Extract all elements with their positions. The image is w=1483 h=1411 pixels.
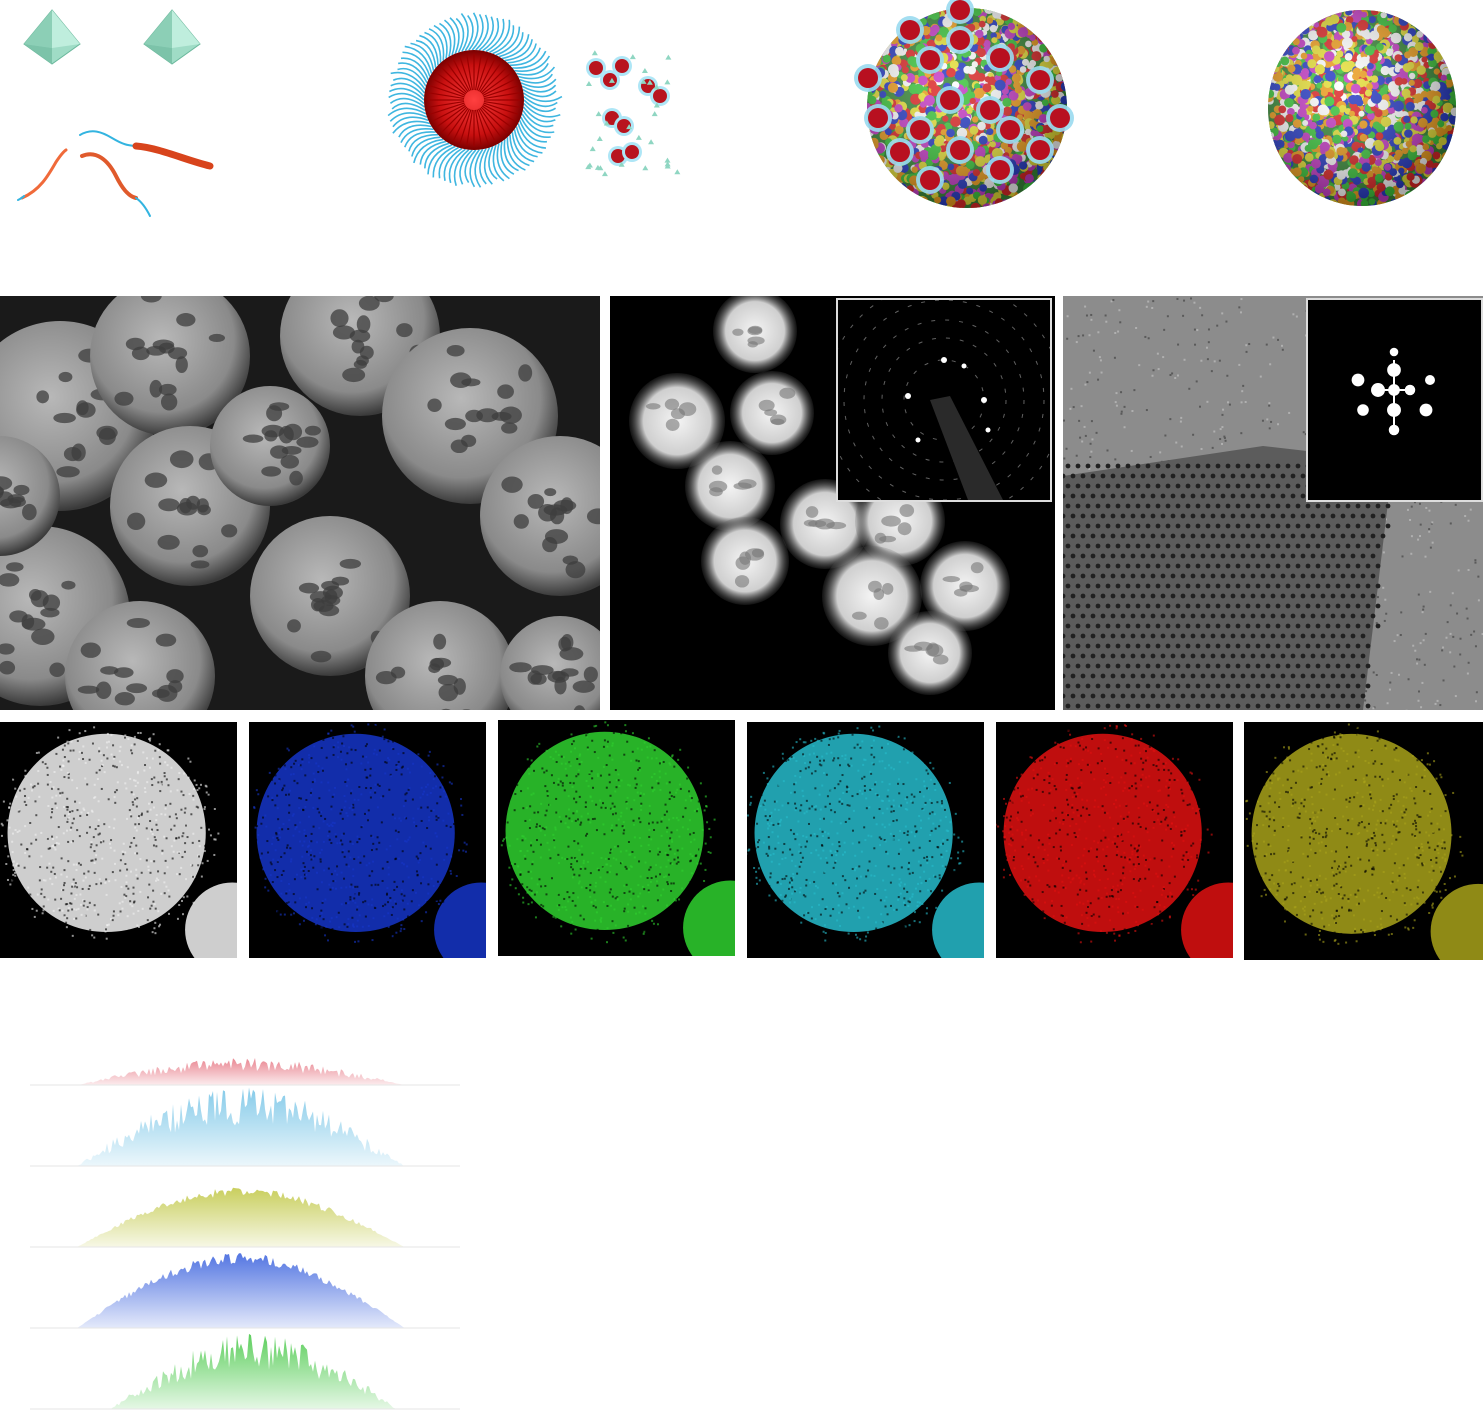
multicolor-atom-sphere-with-micelles — [854, 0, 1074, 208]
line-profile-2 — [35, 1087, 455, 1166]
spherical-micelle — [387, 12, 563, 188]
octahedron-crystal-2 — [143, 9, 201, 65]
octahedron-crystal-1 — [23, 9, 81, 65]
line-profile-4 — [35, 1253, 455, 1328]
line-profile-3 — [35, 1187, 455, 1247]
eds-map-haadf — [0, 722, 237, 958]
schematic-row — [17, 0, 1456, 217]
hrtem-image — [1063, 296, 1483, 710]
small-micelle-clusters — [585, 50, 681, 177]
saed-pattern-inset — [836, 298, 1052, 502]
line-profile-1 — [35, 1058, 455, 1085]
haadf-stem-image — [610, 296, 1055, 710]
sem-image — [0, 296, 600, 710]
eds-map-blue — [249, 722, 486, 958]
eds-map-cyan — [747, 722, 984, 958]
eds-map-yellow — [1244, 722, 1483, 960]
eds-map-red — [996, 722, 1233, 958]
eds-line-profiles — [30, 1058, 460, 1410]
block-copolymer-chain — [17, 130, 214, 217]
fft-pattern-inset — [1306, 298, 1483, 502]
eds-map-green — [498, 720, 735, 956]
multicolor-atom-sphere — [1268, 10, 1456, 206]
line-profile-5 — [35, 1333, 455, 1409]
